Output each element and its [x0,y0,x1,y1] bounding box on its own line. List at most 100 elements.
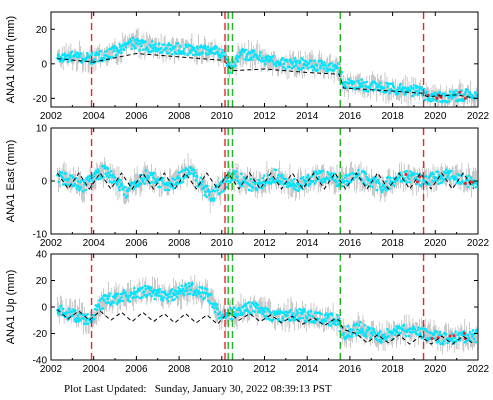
observation-point [118,51,121,54]
observation-point [315,179,318,182]
observation-point [464,91,467,94]
observation-point [105,301,108,304]
observation-point [293,178,296,181]
observation-point [336,314,339,317]
observation-point [391,331,394,334]
observation-point [107,167,110,170]
observation-point [77,185,80,188]
observation-point [417,93,420,96]
observation-point [296,60,299,63]
observation-point [159,186,162,189]
observation-point [384,186,387,189]
observation-point [294,64,297,67]
error-bars [57,28,476,111]
observation-point [237,60,240,63]
observation-point [84,189,87,192]
observation-point [442,100,445,103]
x-tick-label: 2006 [125,111,148,122]
observation-point [383,333,386,336]
observation-point [213,197,216,200]
observation-point [177,175,180,178]
observation-point [138,49,141,52]
observation-point [462,100,465,103]
observation-point [371,334,374,337]
observation-point [431,180,434,183]
observation-point [297,190,300,193]
observation-point [210,197,213,200]
observation-point [433,337,436,340]
observation-point [324,65,327,68]
observation-point [286,314,289,317]
observation-point [94,173,97,176]
observation-point [405,335,408,338]
observation-point [374,88,377,91]
observation-point [209,191,212,194]
observation-point [426,330,429,333]
observation-point [403,323,406,326]
observation-point [307,67,310,70]
observation-point [154,43,157,46]
observation-point [346,325,349,328]
observation-point [265,317,268,320]
observation-point [116,293,119,296]
observation-point [317,176,320,179]
observation-point [263,310,266,313]
observation-point [186,290,189,293]
observation-point [174,45,177,48]
observation-point [305,61,308,64]
observation-point [184,289,187,292]
observation-point [98,306,101,309]
observation-point [447,174,450,177]
observation-point [129,294,132,297]
observation-point [467,333,470,336]
y-tick-label: -20 [33,94,48,105]
observation-point [169,44,172,47]
observation-point [299,317,302,320]
observation-point [344,176,347,179]
observation-point [180,284,183,287]
observation-point [397,92,400,95]
observation-point [133,287,136,290]
observation-point [440,93,443,96]
observation-point [320,59,323,62]
observation-point [128,300,131,303]
observation-point [150,286,153,289]
observation-point [189,51,192,54]
observation-point [153,289,156,292]
footer-label: Plot Last Updated: [64,383,147,395]
observation-point [193,169,196,172]
observation-point [281,173,284,176]
observation-point [241,185,244,188]
observation-point [379,330,382,333]
observation-point [467,336,470,339]
observation-point [351,335,354,338]
observation-point [177,42,180,45]
observation-point [93,58,96,61]
observation-point [394,334,397,337]
observation-point [176,296,179,299]
observation-point [387,176,390,179]
observation-point [100,57,103,60]
observation-point [314,182,317,185]
x-tick-label: 2016 [339,238,362,249]
observation-point [150,45,153,48]
observation-point [153,172,156,175]
y-tick-label: 0 [41,177,47,188]
observation-point [451,333,454,336]
observation-point [134,293,137,296]
observation-point [212,307,215,310]
observation-point [360,78,363,81]
observation-point [164,189,167,192]
observation-point [472,329,475,332]
observation-point [115,53,118,56]
observation-point [457,332,460,335]
observation-point [208,53,211,56]
observation-point [277,174,280,177]
observation-point [255,54,258,57]
observation-point [425,175,428,178]
observation-point [248,59,251,62]
observation-point [337,66,340,69]
observation-point [201,287,204,290]
observation-point [249,52,252,55]
observation-point [338,317,341,320]
